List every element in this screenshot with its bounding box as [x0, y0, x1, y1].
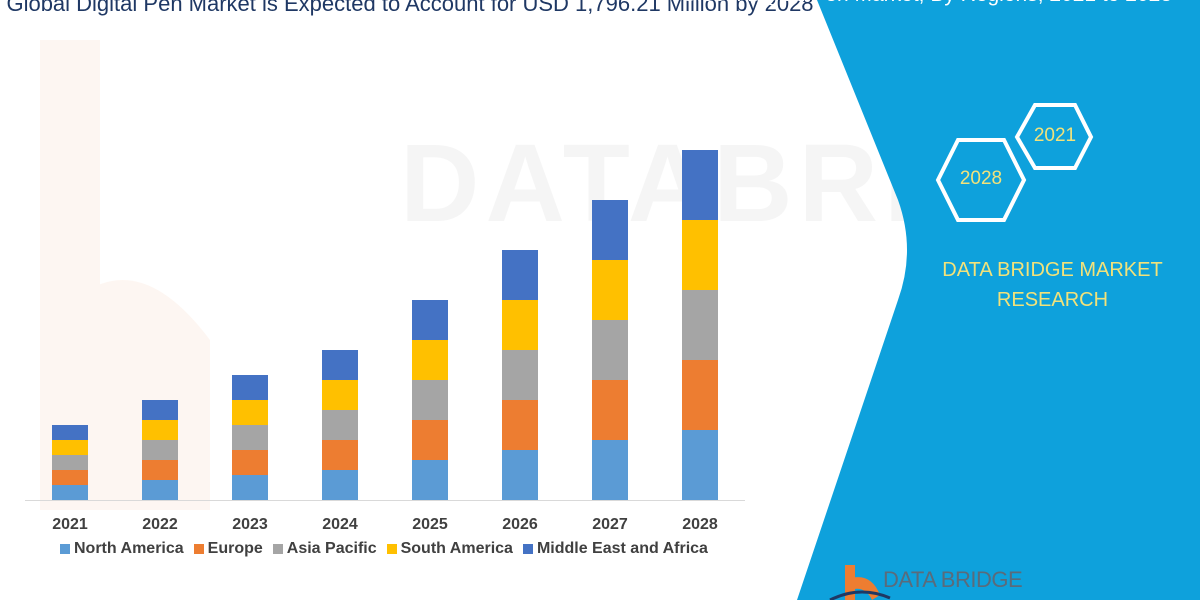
bar-2024-north-america [322, 470, 358, 500]
bar-2027-europe [592, 380, 628, 440]
x-tick-label: 2021 [52, 516, 88, 533]
legend-swatch [193, 544, 204, 554]
bar-2028-asia-pacific [682, 290, 718, 360]
bar-2026-asia-pacific [502, 350, 538, 400]
bar-2025-middle-east-and-africa [412, 300, 448, 340]
bar-2026-middle-east-and-africa [502, 250, 538, 300]
bar-2028-europe [682, 360, 718, 430]
bar-2021-north-america [52, 485, 88, 500]
hexagon-2028 [935, 138, 1027, 222]
brand-text: DATA BRIDGE MARKET RESEARCH [942, 259, 1163, 311]
bar-2024-europe [322, 440, 358, 470]
bar-2026-europe [502, 400, 538, 450]
stacked-bar-chart [25, 150, 745, 501]
legend-item: Middle East and Africa [522, 540, 708, 558]
bar-2024-asia-pacific [322, 410, 358, 440]
bar-2022-asia-pacific [142, 440, 178, 460]
logo-text: DATA BRIDGE [883, 567, 1023, 592]
bar-2026-south-america [502, 300, 538, 350]
bar-2022-middle-east-and-africa [142, 400, 178, 420]
hex-year-2021: 2021 [1033, 125, 1077, 146]
legend-label: Asia Pacific [286, 540, 377, 557]
legend-item: South America [386, 540, 513, 558]
bar-2027-south-america [592, 260, 628, 320]
bar-2024-middle-east-and-africa [322, 350, 358, 380]
bar-2025-asia-pacific [412, 380, 448, 420]
bar-2028-north-america [682, 430, 718, 500]
x-tick-label: 2023 [232, 516, 268, 533]
bar-2028-middle-east-and-africa [682, 150, 718, 220]
bar-2028-south-america [682, 220, 718, 290]
bar-2027-asia-pacific [592, 320, 628, 380]
legend-label: Middle East and Africa [536, 540, 708, 557]
legend-swatch [272, 544, 283, 554]
x-tick-label: 2025 [412, 516, 448, 533]
bar-2021-south-america [52, 440, 88, 455]
bar-2027-middle-east-and-africa [592, 200, 628, 260]
bar-2022-south-america [142, 420, 178, 440]
legend-swatch [522, 544, 533, 554]
bar-2023-north-america [232, 475, 268, 500]
bar-2024-south-america [322, 380, 358, 410]
bar-2023-middle-east-and-africa [232, 375, 268, 400]
bar-2023-europe [232, 450, 268, 475]
legend-item: Europe [193, 540, 263, 558]
side-panel-title: Global Digital Pen Market, By Regions, 2… [681, 0, 1172, 10]
legend-label: North America [74, 540, 184, 557]
bar-2026-north-america [502, 450, 538, 500]
legend-swatch [386, 544, 397, 554]
legend-item: North America [60, 540, 184, 558]
bar-2023-asia-pacific [232, 425, 268, 450]
x-tick-label: 2024 [322, 516, 358, 533]
bar-2023-south-america [232, 400, 268, 425]
legend-item: Asia Pacific [272, 540, 377, 558]
x-tick-label: 2027 [592, 516, 628, 533]
bar-2027-north-america [592, 440, 628, 500]
bar-2021-middle-east-and-africa [52, 425, 88, 440]
legend-label: South America [400, 540, 513, 557]
bar-2025-europe [412, 420, 448, 460]
legend: North America Europe Asia Pacific South Ame… [60, 540, 708, 558]
x-tick-label: 2028 [682, 516, 718, 533]
x-tick-label: 2026 [502, 516, 538, 533]
bar-2025-south-america [412, 340, 448, 380]
bar-2022-europe [142, 460, 178, 480]
bar-2021-asia-pacific [52, 455, 88, 470]
chart-title: Global Digital Pen Market is Expected to… [6, 0, 814, 16]
bar-2022-north-america [142, 480, 178, 500]
bar-2025-north-america [412, 460, 448, 500]
hex-year-2028: 2028 [959, 168, 1003, 189]
bar-2021-europe [52, 470, 88, 485]
hexagon-2021 [1014, 103, 1094, 170]
legend-swatch [60, 544, 70, 554]
x-tick-label: 2022 [142, 516, 178, 533]
logo-icon [829, 565, 891, 600]
legend-label: Europe [207, 540, 263, 557]
